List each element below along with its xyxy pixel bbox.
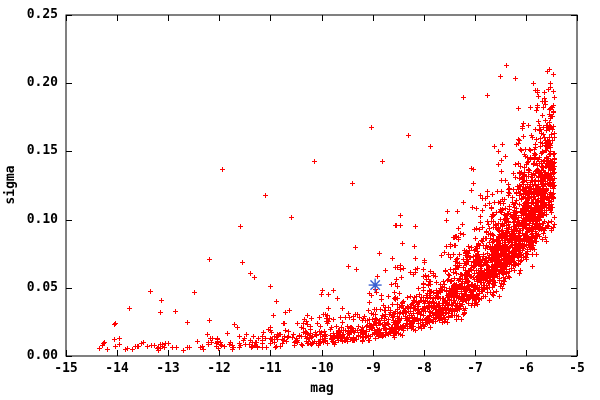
x-tick-label: -9 (365, 361, 381, 376)
plot-border (65, 14, 578, 357)
y-tick-label: 0.25 (26, 7, 58, 22)
x-tick-label: -15 (54, 361, 78, 376)
y-tick-label: 0.10 (26, 212, 58, 227)
y-tick-label: 0.20 (26, 75, 58, 90)
x-tick-label: -10 (310, 361, 334, 376)
y-tick-label: 0.00 (26, 348, 58, 363)
x-axis-title: mag (310, 381, 334, 396)
x-tick-label: -14 (105, 361, 129, 376)
axis-tick-marks (66, 15, 578, 357)
x-tick-label: -12 (207, 361, 231, 376)
y-tick-label: 0.15 (26, 143, 58, 158)
red-scatter-points (97, 63, 557, 353)
x-tick-label: -11 (258, 361, 282, 376)
x-tick-label: -5 (569, 361, 585, 376)
x-tick-label: -13 (156, 361, 180, 376)
highlight-asterisk-marker (368, 278, 382, 292)
x-tick-label: -7 (467, 361, 483, 376)
x-tick-label: -8 (416, 361, 432, 376)
y-tick-label: 0.05 (26, 280, 58, 295)
x-tick-label: -6 (518, 361, 534, 376)
